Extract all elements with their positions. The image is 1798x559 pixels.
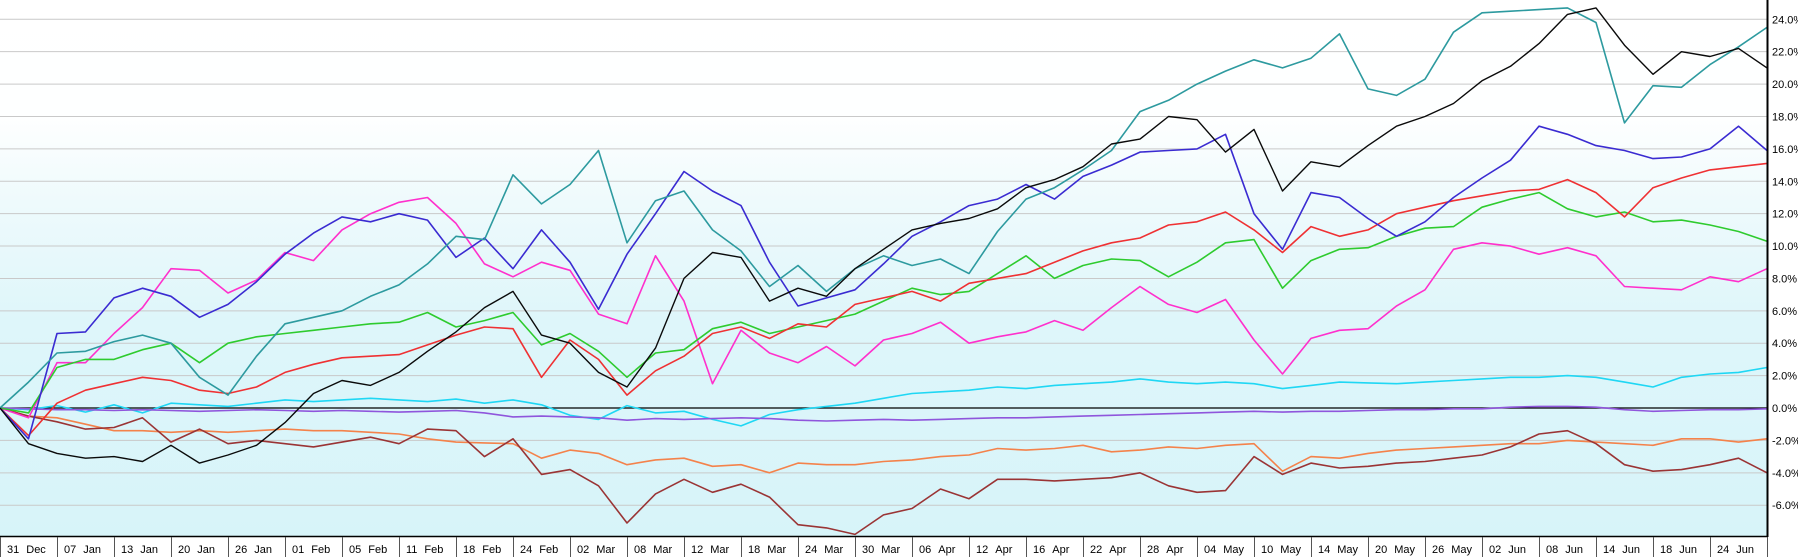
y-axis-label: 18.0% [1772,111,1798,123]
x-axis-label: 18 Jun [1660,544,1697,556]
x-axis-label: 12 Mar [691,544,730,556]
x-axis-label: 11 Feb [406,544,443,556]
y-axis-label: 24.0% [1772,14,1798,26]
y-axis-label: 20.0% [1772,79,1798,91]
series-line-purple [0,405,1768,422]
series-line-teal [0,7,1768,409]
x-axis-label: 28 Apr [1147,544,1184,556]
y-axis-label: 10.0% [1772,241,1798,253]
series-line-cyan [0,366,1768,427]
x-axis-label: 18 Mar [748,544,787,556]
x-axis-label: 26 May [1432,544,1473,556]
y-axis-label: 6.0% [1772,306,1797,318]
x-axis-label: 08 Mar [634,544,673,556]
y-axis-label: 16.0% [1772,144,1798,156]
x-axis-label: 22 Apr [1090,544,1127,556]
x-axis-label: 12 Apr [976,544,1013,556]
y-axis-label: 0.0% [1772,403,1797,415]
gridlines [0,18,1767,506]
x-axis-label: 14 Jun [1603,544,1640,556]
series-line-black [0,7,1768,464]
series-line-blue [0,125,1768,440]
x-axis-label: 24 Feb [520,544,558,556]
series-line-orange [0,407,1768,474]
y-axis-label: 4.0% [1772,338,1797,350]
x-axis-label: 06 Apr [919,544,956,556]
y-axis-label: 2.0% [1772,371,1797,383]
x-axis-label: 07 Jan [64,544,101,556]
x-axis-label: 02 Mar [577,544,616,556]
x-axis-label: 24 Jun [1717,544,1754,556]
y-axis-label: -2.0% [1772,435,1798,447]
y-axis-labels: 24.0% 22.0% 20.0% 18.0% 16.0% 14.0% 12.0% 10.0%… [1772,14,1798,512]
x-axis-label: 02 Jun [1489,544,1526,556]
x-axis-label: 16 Apr [1033,544,1070,556]
x-axis-labels: 31 Dec 07 Jan 13 Jan 20 Jan 26 Jan 01 Feb 05 Feb 11 Feb… [7,544,1754,556]
x-axis-label: 08 Jun [1546,544,1583,556]
series-line-dark-red [0,407,1768,536]
x-axis-label: 10 May [1261,544,1302,556]
y-axis-label: 14.0% [1772,176,1798,188]
x-axis-label: 04 May [1204,544,1245,556]
x-axis-label: 01 Feb [292,544,330,556]
x-axis-label: 13 Jan [121,544,158,556]
series-line-magenta [0,196,1768,419]
x-axis-label: 30 Mar [862,544,901,556]
x-axis-label: 20 Jan [178,544,215,556]
x-axis-label: 31 Dec [7,544,46,556]
y-axis-label: -4.0% [1772,468,1798,480]
x-axis-label: 18 Feb [463,544,501,556]
series-line-green [0,191,1768,414]
y-axis-label: 8.0% [1772,273,1797,285]
x-axis-label: 05 Feb [349,544,387,556]
series-line-red [0,162,1768,437]
y-axis-label: 12.0% [1772,209,1798,221]
y-axis-label: 22.0% [1772,47,1798,59]
x-axis-tick-separators [0,537,1768,557]
x-axis-label: 24 Mar [805,544,844,556]
chart-background [0,0,1767,536]
series-lines [0,7,1768,536]
x-axis-label: 14 May [1318,544,1359,556]
x-axis-label: 26 Jan [235,544,272,556]
y-axis-label: -6.0% [1772,500,1798,512]
x-axis-label: 20 May [1375,544,1416,556]
